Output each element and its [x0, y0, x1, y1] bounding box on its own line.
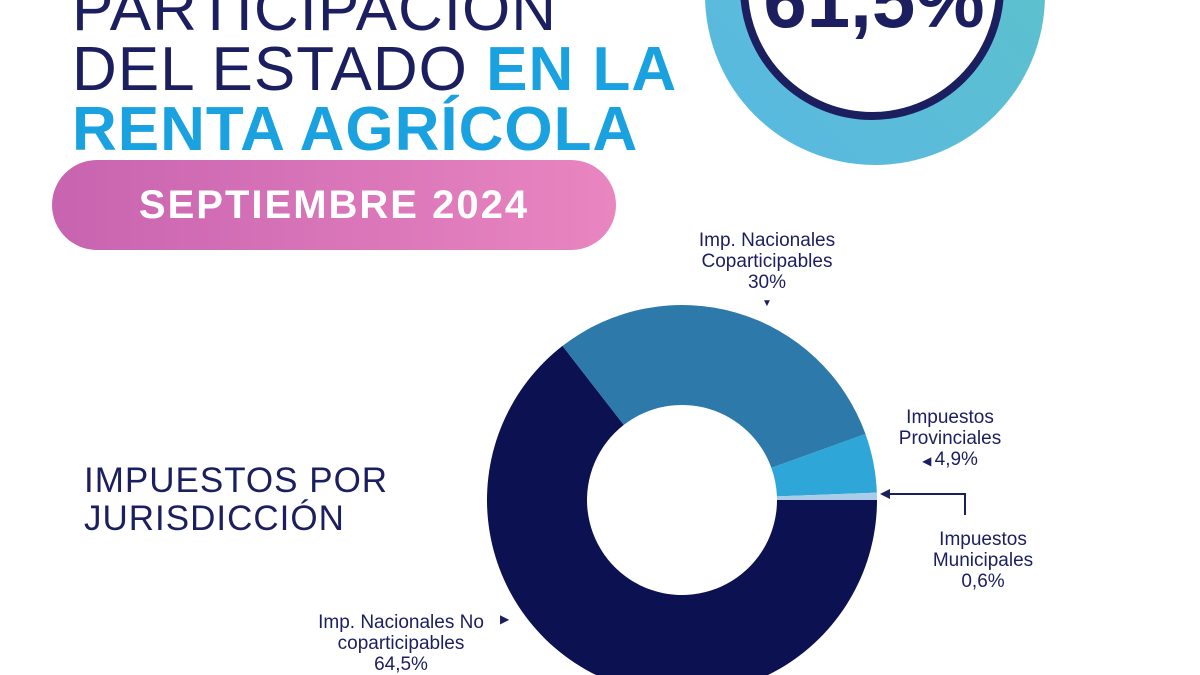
- arrow: ◀: [922, 454, 935, 468]
- donut-segment: [771, 433, 877, 497]
- category-label: Imp. Nacionales Coparticipables: [698, 230, 836, 272]
- title-line: DEL ESTADO: [72, 35, 468, 104]
- label: Impuestos Municipales 0,6%: [915, 529, 1051, 592]
- share-circle: [740, 0, 1004, 120]
- category-label: Imp. Nacionales No coparticipables: [318, 612, 484, 654]
- donut-segment: [487, 345, 877, 675]
- donut-segment: [562, 305, 866, 468]
- value-label: 30%: [747, 272, 787, 293]
- title-line: PARTICIPACIÓN: [72, 0, 557, 44]
- arrow: ▶: [500, 612, 510, 626]
- label: Imp. Nacionales No coparticipables 64,5%: [292, 612, 510, 675]
- pointer: [882, 493, 966, 515]
- title: PARTICIPACIÓN DEL ESTADO EN LA RENTA AGRÍC…: [72, 0, 678, 161]
- value-label: 0,6%: [961, 571, 1005, 592]
- value-label: 64,5%: [374, 654, 428, 675]
- arrow: ▼: [762, 298, 772, 309]
- headline-share: 61,5%: [763, 0, 985, 44]
- chart-title: IMPUESTOS POR JURISDICCIÓN: [84, 461, 389, 538]
- label: Impuestos Provinciales ◀ 4,9%: [880, 407, 1020, 472]
- title-bold: RENTA AGRÍCOLA: [72, 95, 639, 164]
- category-label: Impuestos Provinciales: [898, 407, 1002, 449]
- period-badge: SEPTIEMBRE 2024: [52, 160, 616, 250]
- value-label: 4,9%: [934, 449, 978, 470]
- label: Imp. Nacionales Coparticipables 30% ▼: [672, 230, 862, 314]
- donut-segment: [776, 492, 877, 500]
- title-bold: EN LA: [486, 35, 678, 104]
- category-label: Impuestos Municipales: [932, 529, 1034, 571]
- donut: [487, 305, 877, 675]
- pointer-head: [880, 489, 890, 499]
